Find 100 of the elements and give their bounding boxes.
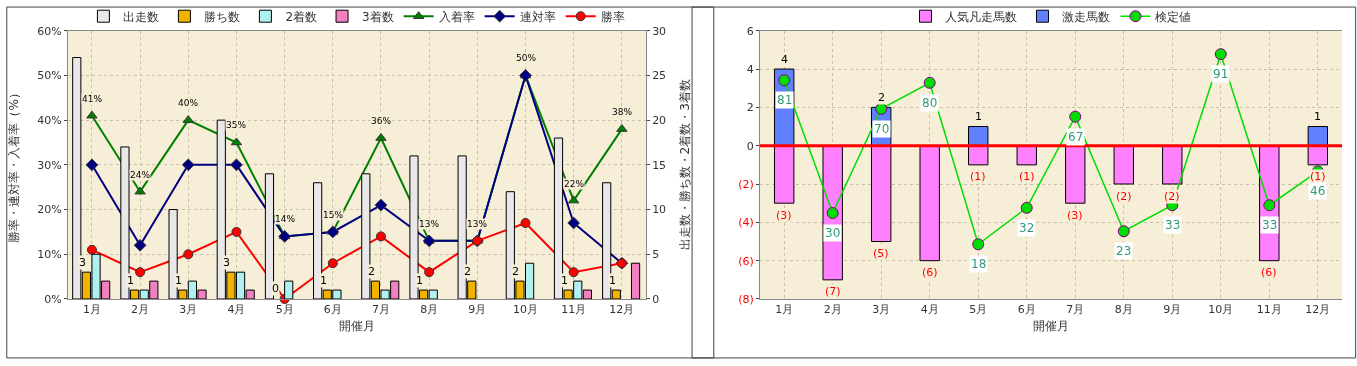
data-label: 24% — [130, 170, 151, 180]
data-label: 80 — [922, 96, 938, 110]
data-label: 2 — [878, 91, 885, 104]
data-label: 1 — [320, 274, 327, 287]
data-label: 13% — [467, 219, 488, 229]
y-tick-label: 60% — [37, 24, 62, 38]
x-tick-label: 8月 — [1114, 303, 1133, 317]
y-tick-label: 0% — [44, 292, 62, 306]
x-tick-label: 9月 — [1163, 303, 1182, 317]
x-axis-title: 開催月 — [338, 319, 375, 334]
x-tick-label: 5月 — [275, 303, 294, 317]
legend-label: 2着数 — [285, 9, 318, 24]
y-tick-label: 50% — [37, 69, 62, 83]
y2-tick-label: 10 — [652, 203, 667, 217]
data-label: 3 — [223, 256, 230, 269]
data-label: 50% — [516, 53, 537, 63]
data-label: (1) — [970, 170, 986, 183]
data-label: 14% — [275, 214, 296, 224]
data-label: 2 — [368, 265, 375, 278]
data-label: (7) — [825, 285, 841, 298]
y2-tick-label: 20 — [652, 113, 667, 127]
legend-label: 3着数 — [362, 9, 394, 24]
y-tick-label: (4) — [738, 216, 754, 230]
data-label: 40% — [178, 98, 199, 108]
x-tick-label: 2月 — [131, 303, 150, 317]
data-label: 1 — [127, 274, 134, 287]
data-label: (3) — [776, 209, 792, 222]
y-tick-label: (8) — [738, 292, 754, 306]
x-tick-label: 6月 — [1017, 303, 1036, 317]
legend-label: 出走数 — [123, 9, 160, 24]
x-tick-label: 12月 — [1305, 303, 1331, 317]
data-label: 1 — [416, 274, 423, 287]
y-tick-label: 4 — [746, 62, 754, 76]
x-tick-label: 3月 — [179, 303, 198, 317]
legend-label: 勝ち数 — [204, 9, 241, 24]
data-label: 15% — [323, 210, 344, 220]
data-label: 2 — [464, 265, 471, 278]
x-tick-label: 6月 — [323, 303, 342, 317]
data-label: 70 — [874, 122, 890, 136]
x-tick-label: 9月 — [468, 303, 487, 317]
data-label: 18 — [971, 257, 987, 271]
x-tick-label: 12月 — [609, 303, 635, 317]
x-tick-label: 4月 — [227, 303, 246, 317]
data-label: 38% — [612, 107, 633, 117]
y2-tick-label: 30 — [652, 24, 667, 38]
data-label: 13% — [419, 219, 440, 229]
data-label: 4 — [781, 53, 788, 66]
x-tick-label: 3月 — [872, 303, 891, 317]
x-tick-label: 4月 — [920, 303, 939, 317]
y2-tick-label: 5 — [652, 248, 660, 262]
x-tick-label: 10月 — [513, 303, 538, 317]
data-label: 32 — [1019, 221, 1035, 235]
y-tick-label: 0 — [746, 139, 754, 153]
y2-tick-label: 15 — [652, 158, 667, 172]
data-label: (6) — [1261, 266, 1277, 279]
data-label: (3) — [1067, 209, 1083, 222]
x-tick-label: 7月 — [371, 303, 390, 317]
data-label: 91 — [1213, 67, 1229, 81]
data-label: 81 — [777, 93, 793, 107]
data-label: (5) — [873, 247, 889, 260]
x-tick-label: 11月 — [1256, 303, 1282, 317]
y-tick-label: 2 — [746, 101, 754, 115]
data-label: (2) — [1116, 190, 1132, 203]
x-tick-label: 8月 — [420, 303, 439, 317]
data-label: 1 — [609, 274, 616, 287]
x-tick-label: 1月 — [82, 303, 101, 317]
data-label: (1) — [1019, 170, 1035, 183]
data-label: 22% — [564, 179, 585, 189]
y-tick-label: (6) — [738, 254, 754, 268]
y2-tick-label: 0 — [652, 292, 660, 306]
y-tick-label: 10% — [37, 248, 62, 262]
data-label: 3 — [79, 256, 86, 269]
x-axis-title: 開催月 — [1033, 319, 1069, 334]
x-tick-label: 1月 — [775, 303, 794, 317]
y-tick-label: 6 — [746, 24, 754, 38]
legend-label: 勝率 — [600, 9, 625, 24]
data-label: (2) — [1164, 190, 1180, 203]
y-tick-label: 30% — [37, 158, 62, 172]
legend-label: 人気凡走馬数 — [945, 9, 1018, 24]
y-tick-label: 20% — [37, 203, 62, 217]
y-axis-title: 勝率・連対率・入着率（%） — [7, 87, 22, 243]
y2-tick-label: 25 — [652, 69, 667, 83]
legend-label: 入着率 — [438, 9, 475, 24]
legend-label: 連対率 — [519, 9, 556, 24]
x-tick-label: 2月 — [823, 303, 842, 317]
data-label: 35% — [226, 120, 247, 130]
data-label: 1 — [975, 110, 982, 123]
data-label: 0 — [272, 282, 279, 295]
data-label: 41% — [82, 94, 103, 104]
data-label: (1) — [1310, 170, 1326, 183]
y2-axis-title: 出走数・勝ち数・2着数・3着数 — [678, 79, 693, 251]
x-tick-label: 11月 — [561, 303, 587, 317]
data-label: 1 — [175, 274, 182, 287]
x-tick-label: 5月 — [969, 303, 988, 317]
data-label: 1 — [1314, 110, 1321, 123]
x-tick-label: 7月 — [1066, 303, 1085, 317]
data-label: 33 — [1165, 218, 1181, 232]
data-label: 46 — [1310, 184, 1326, 198]
legend-label: 激走馬数 — [1062, 9, 1111, 24]
data-label: 30 — [825, 226, 841, 240]
